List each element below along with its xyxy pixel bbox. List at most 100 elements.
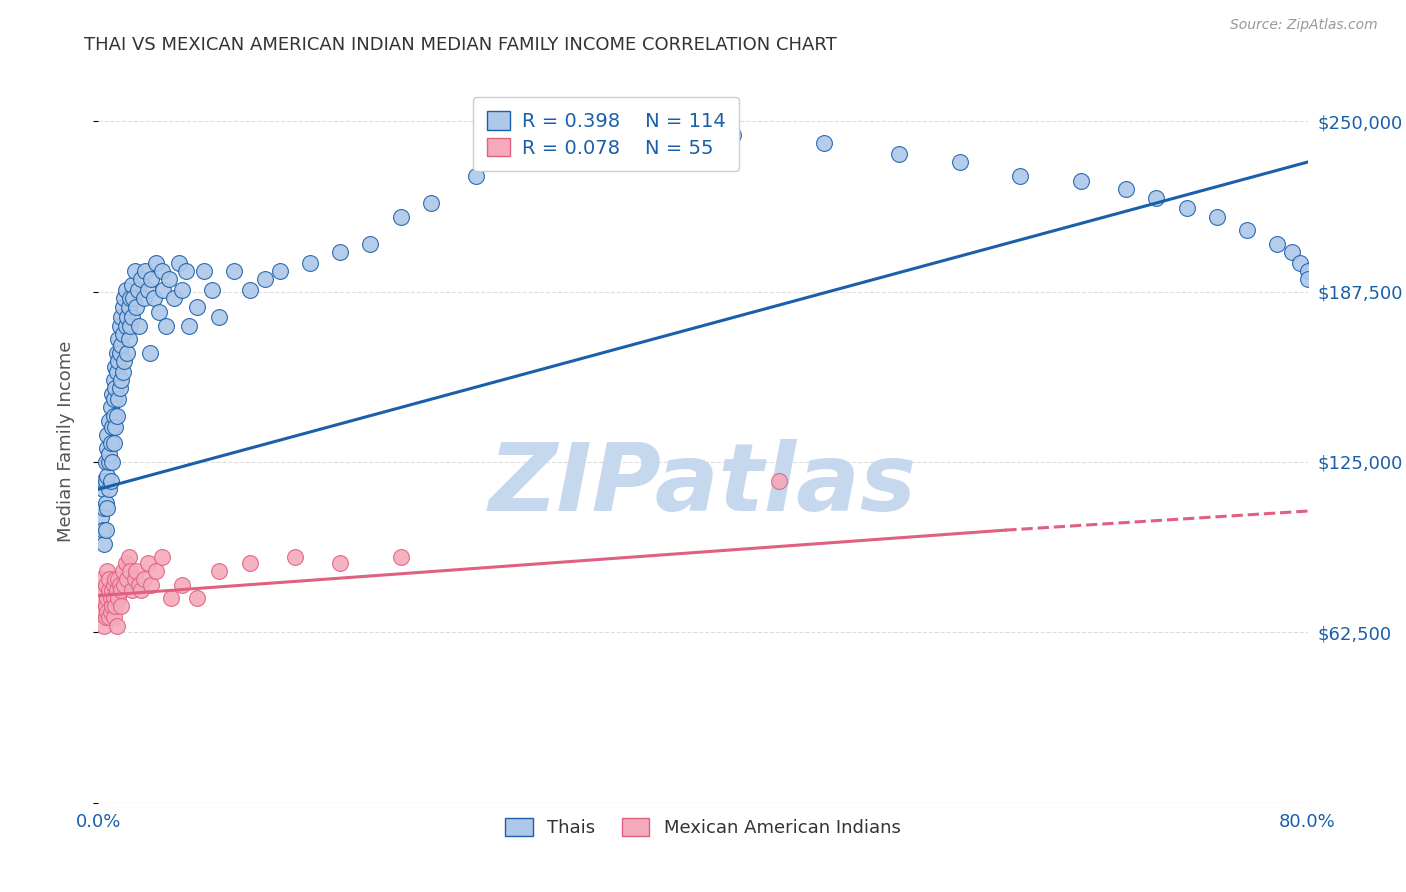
- Point: [1206, 210, 1229, 224]
- Point: [949, 155, 972, 169]
- Point: [94, 474, 117, 488]
- Point: [420, 196, 443, 211]
- Point: [1115, 182, 1137, 196]
- Point: [239, 556, 262, 570]
- Point: [98, 610, 121, 624]
- Point: [110, 599, 132, 614]
- Point: [150, 550, 173, 565]
- Point: [111, 326, 134, 341]
- Point: [1144, 190, 1167, 204]
- Point: [118, 300, 141, 314]
- Point: [132, 292, 155, 306]
- Point: [98, 455, 121, 469]
- Point: [269, 264, 291, 278]
- Point: [148, 305, 170, 319]
- Point: [224, 264, 246, 278]
- Point: [389, 550, 412, 565]
- Point: [121, 583, 143, 598]
- Point: [125, 300, 148, 314]
- Point: [170, 283, 193, 297]
- Point: [93, 474, 115, 488]
- Point: [813, 136, 835, 150]
- Point: [160, 591, 183, 606]
- Point: [124, 572, 146, 586]
- Point: [571, 136, 593, 150]
- Point: [91, 591, 114, 606]
- Point: [299, 256, 322, 270]
- Point: [115, 572, 138, 586]
- Point: [118, 332, 141, 346]
- Point: [110, 310, 132, 325]
- Point: [208, 310, 231, 325]
- Point: [108, 381, 131, 395]
- Point: [360, 236, 382, 251]
- Point: [103, 409, 125, 423]
- Point: [98, 447, 121, 461]
- Point: [103, 577, 125, 591]
- Point: [768, 474, 790, 488]
- Point: [96, 564, 118, 578]
- Point: [201, 283, 224, 297]
- Point: [104, 381, 127, 395]
- Point: [107, 354, 129, 368]
- Text: Source: ZipAtlas.com: Source: ZipAtlas.com: [1230, 18, 1378, 32]
- Point: [103, 392, 125, 407]
- Point: [108, 577, 131, 591]
- Point: [253, 272, 276, 286]
- Point: [155, 318, 177, 333]
- Point: [105, 583, 128, 598]
- Point: [114, 556, 136, 570]
- Point: [104, 599, 127, 614]
- Point: [90, 572, 112, 586]
- Point: [94, 610, 117, 624]
- Point: [93, 583, 115, 598]
- Point: [139, 346, 162, 360]
- Point: [91, 605, 114, 619]
- Point: [723, 128, 745, 142]
- Point: [96, 427, 118, 442]
- Point: [145, 564, 167, 578]
- Point: [1236, 223, 1258, 237]
- Point: [96, 501, 118, 516]
- Point: [107, 572, 129, 586]
- Point: [122, 292, 145, 306]
- Point: [465, 169, 488, 183]
- Point: [107, 392, 129, 407]
- Text: THAI VS MEXICAN AMERICAN INDIAN MEDIAN FAMILY INCOME CORRELATION CHART: THAI VS MEXICAN AMERICAN INDIAN MEDIAN F…: [84, 36, 837, 54]
- Point: [105, 346, 128, 360]
- Point: [121, 310, 143, 325]
- Point: [136, 283, 159, 297]
- Point: [127, 283, 149, 297]
- Point: [159, 272, 181, 286]
- Point: [98, 583, 121, 598]
- Point: [112, 577, 135, 591]
- Point: [1175, 202, 1198, 216]
- Point: [145, 256, 167, 270]
- Point: [98, 572, 121, 586]
- Point: [103, 610, 125, 624]
- Point: [141, 272, 163, 286]
- Point: [94, 455, 117, 469]
- Point: [186, 591, 208, 606]
- Point: [108, 318, 131, 333]
- Point: [120, 564, 142, 578]
- Point: [93, 501, 115, 516]
- Point: [94, 599, 117, 614]
- Point: [1296, 264, 1319, 278]
- Point: [103, 373, 125, 387]
- Point: [141, 577, 163, 591]
- Point: [110, 583, 132, 598]
- Point: [111, 300, 134, 314]
- Point: [100, 474, 122, 488]
- Point: [114, 318, 136, 333]
- Point: [163, 292, 186, 306]
- Point: [103, 591, 125, 606]
- Text: ZIPatlas: ZIPatlas: [489, 439, 917, 531]
- Point: [98, 414, 121, 428]
- Point: [132, 572, 155, 586]
- Point: [167, 256, 190, 270]
- Point: [114, 283, 136, 297]
- Point: [121, 277, 143, 292]
- Point: [100, 591, 122, 606]
- Point: [101, 583, 124, 598]
